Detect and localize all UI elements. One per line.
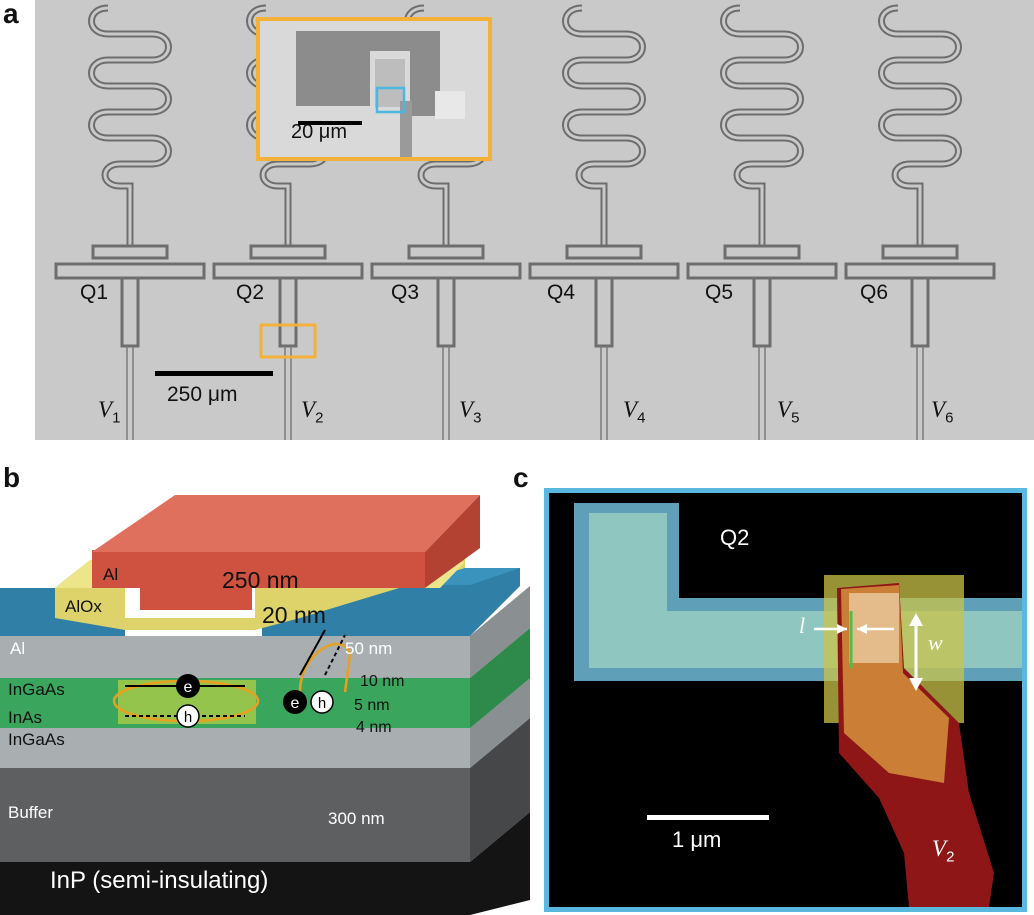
gate-label-v4: V4 <box>623 397 646 427</box>
gate-label-v1: V1 <box>98 397 121 427</box>
label-alox-thickness: 20 nm <box>262 602 326 628</box>
electron-symbol-2 <box>283 690 307 714</box>
layer-ingaas-bottom <box>0 678 530 768</box>
inset-blue-box <box>375 86 406 114</box>
label-ingaas-bottom-thickness: 4 nm <box>356 719 392 736</box>
scale-bar-a <box>155 371 273 376</box>
micrograph-panel-a: 20 μm Q1 Q2 Q3 Q4 Q5 Q6 250 μm V1 V2 V3 … <box>35 0 1034 440</box>
qubit-label-c: Q2 <box>720 525 750 550</box>
qubit-label-q2: Q2 <box>236 281 265 304</box>
label-inas: InAs <box>8 708 42 727</box>
layer-substrate <box>0 812 530 915</box>
hole-label-1: h <box>184 709 192 726</box>
hole-label-2: h <box>318 695 326 712</box>
label-al-top-thickness: 250 nm <box>222 567 299 593</box>
layer-ingaas-top <box>0 586 530 678</box>
qubit-label-q3: Q3 <box>391 281 420 304</box>
electron-symbol-1 <box>176 674 200 698</box>
panel-b-letter: b <box>3 462 21 493</box>
junction-highlight-box <box>259 323 317 359</box>
electron-label-2: e <box>291 695 300 712</box>
label-al-thickness: 50 nm <box>345 639 392 658</box>
label-inas-thickness: 5 nm <box>354 697 390 714</box>
panel-a-letter: a <box>3 0 19 29</box>
junction-sem-drawing <box>574 503 1022 907</box>
inset-image <box>256 17 492 161</box>
label-al-top: Al <box>103 565 118 584</box>
qubit-label-q5: Q5 <box>705 281 734 304</box>
gate-label-v6: V6 <box>931 397 954 427</box>
label-ingaas-bottom: InGaAs <box>8 730 65 749</box>
length-symbol: l <box>799 613 806 638</box>
qubit-label-q4: Q4 <box>547 281 576 304</box>
qubit-array-drawing <box>35 0 1034 440</box>
scale-bar-c <box>647 815 769 820</box>
heterostructure-diagram: e h e h Al 250 nm AlOx 20 nm Al 50 nm In… <box>0 495 530 915</box>
scale-label-a: 250 μm <box>167 383 238 406</box>
electron-label-1: e <box>184 679 193 696</box>
gate-label-v2: V2 <box>301 397 324 427</box>
layer-al-top <box>92 552 425 610</box>
inset-drawing <box>296 31 465 157</box>
label-buffer: Buffer <box>8 803 53 822</box>
gate-label-v3: V3 <box>459 397 482 427</box>
label-al: Al <box>10 639 25 658</box>
qubit-label-q6: Q6 <box>860 281 889 304</box>
hole-symbol-1 <box>176 704 200 728</box>
inset-scale-label: 20 μm <box>291 121 347 143</box>
label-substrate: InP (semi-insulating) <box>50 867 268 894</box>
panel-c-letter: c <box>513 462 529 493</box>
scale-label-c: 1 μm <box>672 827 722 852</box>
label-alox: AlOx <box>65 597 102 616</box>
qubit-label-q1: Q1 <box>80 281 109 304</box>
layer-buffer <box>0 718 530 862</box>
label-ingaas-top: InGaAs <box>8 680 65 699</box>
sem-image-panel-c: Q2 l w 1 μm V2 <box>544 488 1027 912</box>
gate-label-c: V2 <box>932 836 955 866</box>
label-ingaas-top-thickness: 10 nm <box>360 673 404 690</box>
width-symbol: w <box>928 630 943 655</box>
gate-label-v5: V5 <box>777 397 800 427</box>
label-buffer-thickness: 300 nm <box>328 809 385 828</box>
hole-symbol-2 <box>310 690 334 714</box>
